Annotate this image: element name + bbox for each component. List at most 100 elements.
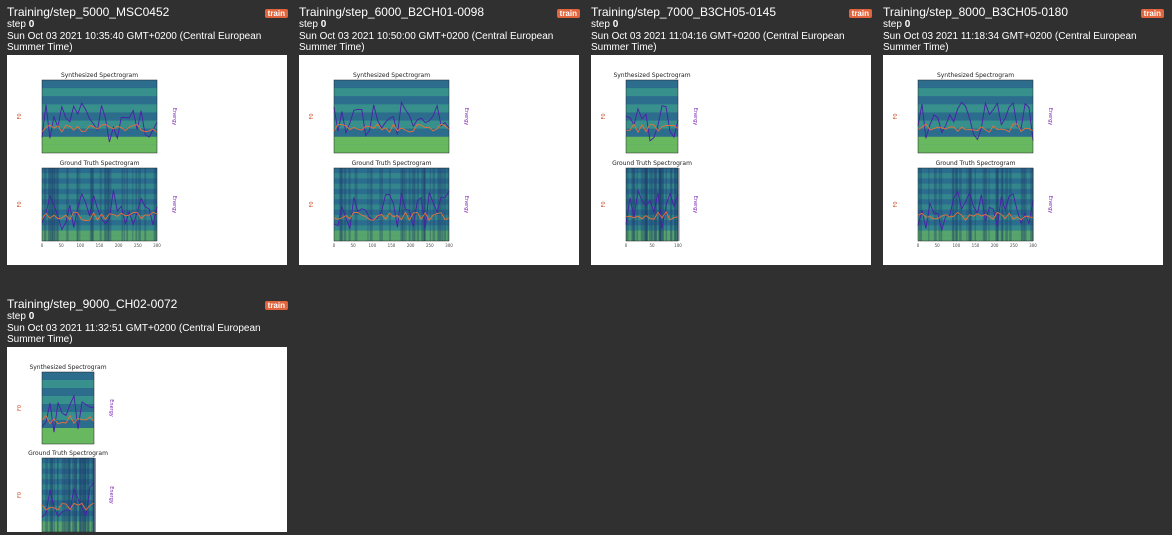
spectrogram-band xyxy=(918,220,1033,226)
spectrogram-texture xyxy=(83,458,86,532)
panel-border xyxy=(333,79,450,154)
spectrogram-band xyxy=(334,96,449,105)
spectrogram-image[interactable]: Synthesized Spectrogram Ground Truth Spec… xyxy=(7,55,287,265)
spectrogram-texture xyxy=(423,168,426,241)
spectrogram-band xyxy=(42,235,157,241)
step-line: step 0 xyxy=(299,19,579,31)
spectrogram-band xyxy=(42,396,94,404)
spectrogram-band xyxy=(918,104,1033,113)
gt-title: Ground Truth Spectrogram xyxy=(352,160,432,167)
image-card[interactable]: Training/step_6000_B2CH01-0098 train ste… xyxy=(299,0,580,265)
timestamp: Sun Oct 03 2021 10:50:00 GMT+0200 (Centr… xyxy=(299,31,554,53)
spectrogram-band xyxy=(42,463,94,469)
spectrogram-texture xyxy=(1020,168,1023,241)
spectrogram-texture xyxy=(51,458,54,532)
spectrogram-texture xyxy=(643,168,646,241)
x-tick-label: 50 xyxy=(935,243,941,248)
spectrogram-band xyxy=(42,526,94,532)
spectrogram-band xyxy=(626,230,678,236)
spectrogram-texture xyxy=(123,168,125,241)
spectrogram-texture xyxy=(636,168,639,241)
spectrogram-band xyxy=(334,168,449,174)
f0-axis-label: F0 xyxy=(309,113,315,119)
f0-axis-label: F0 xyxy=(893,113,899,119)
spectrogram-texture xyxy=(82,458,85,532)
spectrogram-texture xyxy=(51,168,54,241)
spectrogram-texture xyxy=(55,168,58,241)
spectrogram-texture xyxy=(76,168,78,241)
spectrogram-texture xyxy=(84,458,87,532)
spectrogram-band xyxy=(626,214,678,221)
x-tick-label: 0 xyxy=(333,243,336,248)
spectrogram-band xyxy=(42,220,157,226)
energy-axis-label: Energy xyxy=(1047,108,1053,126)
spectrogram-texture xyxy=(432,168,434,241)
spectrogram-band xyxy=(334,183,449,189)
spectrogram-band xyxy=(626,183,678,189)
spectrogram-texture xyxy=(919,168,922,241)
spectrogram-texture xyxy=(952,168,954,241)
spectrogram-image[interactable]: Synthesized Spectrogram Ground Truth Spec… xyxy=(7,347,287,532)
image-card[interactable]: Training/step_5000_MSC0452 train step 0 … xyxy=(7,0,288,265)
spectrogram-texture xyxy=(79,458,82,532)
x-tick-label: 100 xyxy=(953,243,961,248)
spectrogram-image[interactable]: Synthesized Spectrogram Ground Truth Spec… xyxy=(883,55,1163,265)
spectrogram-texture xyxy=(1032,168,1034,241)
run-badge: train xyxy=(264,301,288,310)
spectrogram-band xyxy=(42,479,94,485)
image-card[interactable]: Training/step_8000_B3CH05-0180 train ste… xyxy=(883,0,1164,265)
spectrogram-texture xyxy=(966,168,968,241)
f0-curve xyxy=(41,502,95,511)
spectrogram-texture xyxy=(108,168,112,241)
spectrogram-texture xyxy=(105,168,109,241)
spectrogram-texture xyxy=(662,168,664,241)
card-title: Training/step_7000_B3CH05-0145 xyxy=(591,5,777,19)
synth-title: Synthesized Spectrogram xyxy=(61,72,138,79)
spectrogram-band xyxy=(42,428,94,436)
spectrogram-band xyxy=(42,128,157,137)
card-header: Training/step_9000_CH02-0072 train step … xyxy=(7,297,288,347)
spectrogram-band xyxy=(334,112,449,121)
spectrogram-band xyxy=(42,209,157,215)
spectrogram-texture xyxy=(434,168,436,241)
spectrogram-texture xyxy=(45,458,48,532)
spectrogram-texture xyxy=(933,168,937,241)
energy-axis-label: Energy xyxy=(108,486,114,504)
energy-curve xyxy=(625,188,679,229)
spectrogram-texture xyxy=(1023,168,1027,241)
spectrogram-texture xyxy=(997,168,999,241)
step-label: step xyxy=(7,311,26,322)
spectrogram-band xyxy=(918,214,1033,221)
timestamp: Sun Oct 03 2021 10:35:40 GMT+0200 (Centr… xyxy=(7,31,262,53)
x-tick-label: 200 xyxy=(991,243,999,248)
spectrogram-band xyxy=(42,204,157,210)
image-card[interactable]: Training/step_7000_B3CH05-0145 train ste… xyxy=(591,0,872,265)
spectrogram-texture xyxy=(66,458,69,532)
f0-axis-label: F0 xyxy=(601,113,607,119)
spectrogram-texture xyxy=(79,458,82,532)
panel-border xyxy=(41,167,158,242)
spectrogram-texture xyxy=(132,168,134,241)
timestamp: Sun Oct 03 2021 11:04:16 GMT+0200 (Centr… xyxy=(591,31,845,53)
energy-curve xyxy=(625,105,679,142)
energy-axis-label: Energy xyxy=(463,108,469,126)
spectrogram-texture xyxy=(400,168,403,241)
spectrogram-band xyxy=(626,209,678,215)
image-card[interactable]: Training/step_9000_CH02-0072 train step … xyxy=(7,292,288,532)
spectrogram-band xyxy=(42,484,94,490)
spectrogram-texture xyxy=(57,458,59,532)
spectrogram-band xyxy=(626,80,678,89)
card-title: Training/step_9000_CH02-0072 xyxy=(7,297,178,311)
spectrogram-image[interactable]: Synthesized Spectrogram Ground Truth Spec… xyxy=(299,55,579,265)
spectrogram-texture xyxy=(49,168,53,241)
spectrogram-band xyxy=(334,230,449,236)
spectrogram-texture xyxy=(69,458,71,532)
x-tick-label: 150 xyxy=(972,243,980,248)
x-tick-label: 0 xyxy=(41,243,44,248)
spectrogram-band xyxy=(42,120,157,129)
spectrogram-band xyxy=(42,436,94,444)
spectrogram-texture xyxy=(381,168,383,241)
spectrogram-image[interactable]: Synthesized Spectrogram Ground Truth Spec… xyxy=(591,55,871,265)
spectrogram-band xyxy=(42,194,157,200)
spectrogram-texture xyxy=(68,458,71,532)
